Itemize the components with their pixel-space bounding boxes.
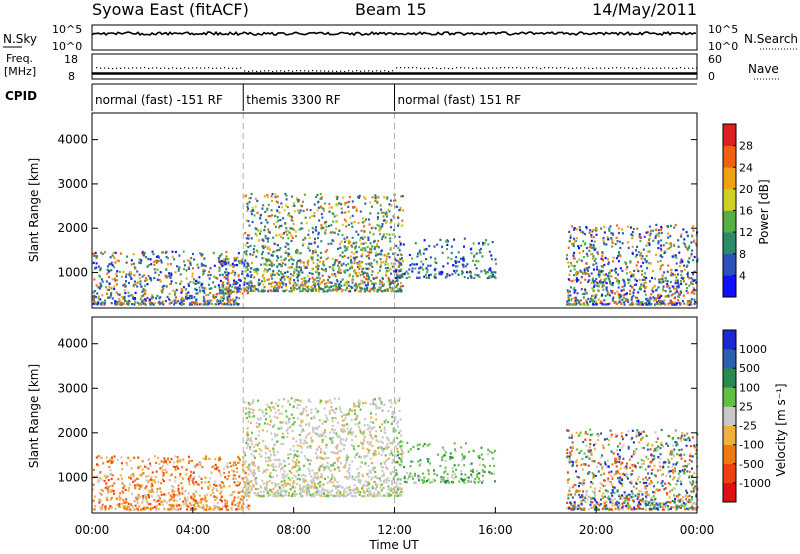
nsky-tick-bottom: 10^0: [52, 40, 82, 53]
xtick-label-5: 20:00: [579, 523, 614, 537]
power-cbar-label-1: 8: [739, 248, 746, 261]
power-cbar-cell-0: [723, 275, 736, 298]
power-cbar-cell-7: [723, 124, 736, 146]
nsearch-tick-top: 10^5: [708, 23, 738, 36]
velocity-ytick-label-0: 1000: [57, 470, 88, 484]
nave-label: Nave: [748, 62, 779, 76]
velocity-cbar-cell-3: [723, 425, 736, 445]
nsky-panel: N.Sky 10^5 10^0 10^5 10^0 N.Search: [3, 23, 798, 53]
velocity-cbar-label-0: -1000: [739, 477, 771, 490]
velocity-y-axis: 1000 2000 3000 4000: [57, 337, 697, 484]
time-axis-label: Time UT: [368, 538, 419, 552]
power-cbar-label-2: 12: [739, 226, 753, 239]
freq-panel: Freq. [MHz] 18 8 60 0 Nave: [4, 52, 780, 83]
velocity-cbar-label-5: 100: [739, 381, 760, 394]
velocity-ytick-label-1: 2000: [57, 426, 88, 440]
nsky-tick-top: 10^5: [52, 23, 82, 36]
velocity-cbar-label-6: 500: [739, 362, 760, 375]
velocity-cbar-cell-1: [723, 463, 736, 484]
power-cbar-cell-4: [723, 188, 736, 211]
power-cbar-label-4: 20: [739, 183, 753, 196]
velocity-cbar-cell-7: [723, 349, 736, 369]
velocity-cbar-label-4: 25: [739, 400, 753, 413]
velocity-cbar-cell-8: [723, 330, 736, 350]
freq-tick-bottom: 8: [68, 70, 75, 83]
power-ytick-label-3: 4000: [57, 133, 88, 147]
velocity-ytick-label-2: 3000: [57, 381, 88, 395]
xtick-label-6: 00:00: [680, 523, 715, 537]
cpid-segments: normal (fast) -151 RF themis 3300 RF norma…: [91, 84, 522, 111]
freq-tick-top: 18: [64, 53, 78, 66]
nsearch-label: N.Search: [744, 32, 798, 46]
power-cbar-cell-6: [723, 145, 736, 168]
time-axis: 00:00 04:00 08:00 12:00 16:00 20:00 00:00: [75, 507, 715, 537]
velocity-ylabel: Slant Range [km]: [27, 364, 41, 468]
velocity-cbar-cell-5: [723, 387, 736, 407]
beam-title: Beam 15: [355, 0, 427, 19]
nave-tick-bottom: 0: [708, 70, 715, 83]
xtick-label-2: 08:00: [276, 523, 311, 537]
cpid-segment-label-1: themis 3300 RF: [246, 93, 340, 107]
velocity-cbar-label-2: -100: [739, 439, 764, 452]
power-cbar-label: Power [dB]: [757, 179, 771, 244]
velocity-echoes: [92, 397, 699, 511]
power-cbar-cell-1: [723, 253, 736, 276]
power-colorbar: 4 8 12 16 20 24 28: [722, 123, 753, 298]
velocity-ytick-label-3: 4000: [57, 337, 88, 351]
cpid-label: CPID: [5, 89, 37, 103]
power-panel: 1000 2000 3000 4000 Slant Range [km] 4 8 12 16…: [27, 112, 771, 309]
velocity-cbar-cell-2: [723, 444, 736, 465]
power-echoes: [92, 192, 699, 306]
power-ytick-label-1: 2000: [57, 221, 88, 235]
power-cbar-label-5: 24: [739, 161, 753, 174]
xtick-label-4: 16:00: [478, 523, 513, 537]
velocity-cbar-label-1: -500: [739, 458, 764, 471]
power-cbar-cell-2: [723, 232, 736, 255]
power-cbar-cell-3: [723, 210, 736, 233]
cpid-segment-label-0: normal (fast) -151 RF: [95, 93, 223, 107]
power-cbar-label-3: 16: [739, 205, 753, 218]
xtick-label-0: 00:00: [75, 523, 110, 537]
cpid-segment-label-2: normal (fast) 151 RF: [398, 93, 522, 107]
power-y-axis: 1000 2000 3000 4000: [57, 133, 697, 280]
freq-label-1: Freq.: [6, 52, 33, 65]
nsky-trace: [91, 30, 697, 37]
nsky-label: N.Sky: [3, 32, 37, 46]
nsearch-tick-bottom: 10^0: [708, 40, 738, 53]
power-cbar-cell-5: [723, 167, 736, 190]
power-cbar-label-6: 28: [739, 140, 753, 153]
power-ytick-label-0: 1000: [57, 266, 88, 280]
power-cbar-label-0: 4: [739, 269, 746, 282]
xtick-label-1: 04:00: [176, 523, 211, 537]
freq-label-2: [MHz]: [4, 65, 36, 78]
power-ytick-label-2: 3000: [57, 177, 88, 191]
velocity-cbar-cell-4: [723, 406, 736, 426]
velocity-cbar-label-7: 1000: [739, 343, 767, 356]
velocity-cbar-cell-6: [723, 368, 736, 388]
frequency-trace: [96, 67, 698, 73]
date-title: 14/May/2011: [592, 0, 697, 19]
velocity-cbar-label-3: -25: [739, 420, 757, 433]
station-title: Syowa East (fitACF): [92, 0, 249, 19]
power-ylabel: Slant Range [km]: [27, 158, 41, 262]
velocity-cbar-label: Velocity [m s⁻¹]: [774, 383, 788, 476]
nave-tick-top: 60: [708, 53, 722, 66]
velocity-cbar-cell-0: [723, 482, 736, 503]
velocity-colorbar: -1000 -500 -100 -25 25 100 500 1000: [722, 329, 771, 503]
xtick-label-3: 12:00: [377, 523, 412, 537]
